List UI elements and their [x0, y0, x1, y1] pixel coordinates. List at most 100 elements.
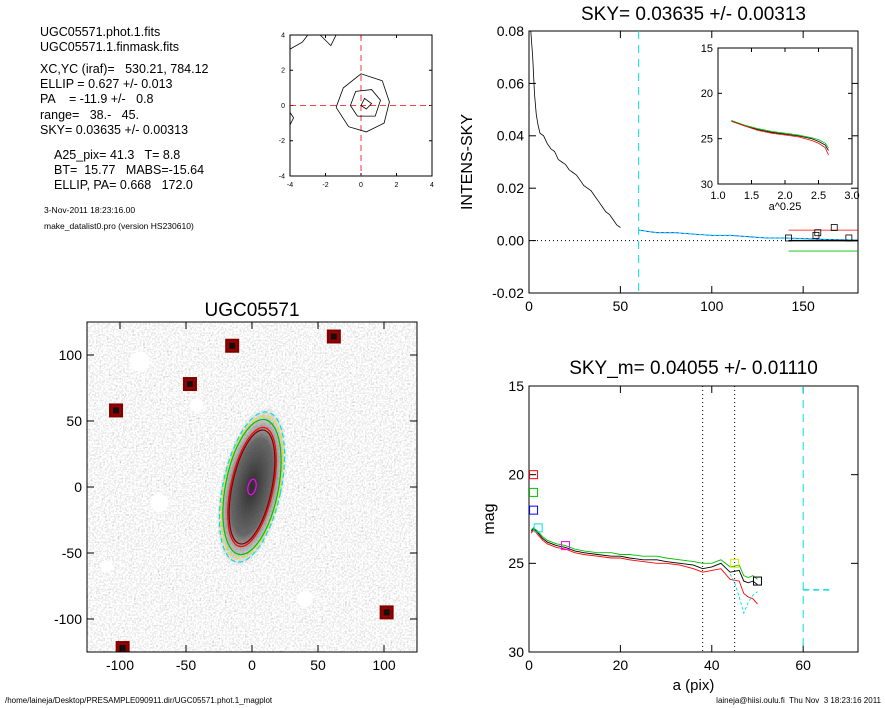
image-title: UGC05571 — [204, 300, 299, 321]
intens-xtick-label: 100 — [700, 298, 724, 314]
ellipticity: ELLIP = 0.627 +/- 0.013 — [40, 77, 173, 91]
mag-xlabel: a (pix) — [673, 677, 715, 694]
mag-square-magenta — [561, 541, 571, 551]
intens-xtick-label: 150 — [791, 298, 815, 314]
masked-star-hole — [100, 560, 113, 573]
image-ytick-label: -100 — [54, 611, 82, 627]
inset-background — [718, 48, 852, 184]
intens-xtick-label: 50 — [613, 298, 629, 314]
contour-ytick-label: -2 — [279, 138, 285, 145]
contour-xtick-label: 2 — [395, 182, 399, 189]
contour-ytick-label: 0 — [281, 103, 285, 110]
mag-ytick-label: 15 — [508, 378, 524, 394]
masked-star-hole — [129, 351, 150, 372]
isophote-ellipse-green — [222, 418, 282, 556]
masked-star-hole — [150, 493, 169, 512]
masked-star-core — [119, 645, 126, 652]
image-xtick-label: -50 — [176, 657, 196, 673]
masked-star-core — [229, 342, 236, 349]
image-xtick-label: 50 — [310, 657, 326, 673]
contour-line — [289, 112, 295, 126]
contour-line — [350, 89, 381, 117]
mag-square-yellow — [730, 558, 740, 568]
intens-frame — [528, 30, 859, 294]
contour-line — [319, 34, 337, 47]
image-ytick-label: 50 — [66, 413, 82, 429]
image-ytick-label: -50 — [62, 545, 82, 561]
mag-xtick-label: 60 — [795, 657, 811, 673]
inset-ytick-label: 25 — [701, 134, 713, 146]
footer-user-date: laineja@hiisi.oulu.fi Thu Nov 3 18:23:16… — [716, 696, 881, 705]
mag-ytick-label: 25 — [508, 555, 524, 571]
intens-ytick-label: 0.04 — [497, 128, 524, 144]
inset-series-black — [731, 120, 829, 151]
intens-sky-profile-cyan — [638, 229, 859, 241]
isophote-ellipse-yellow — [220, 415, 284, 559]
mag-ylabel: mag — [481, 503, 498, 534]
contour-line — [360, 97, 373, 110]
contour-xtick-label: 0 — [359, 182, 363, 189]
mag-series-black — [530, 527, 758, 585]
contour-ytick-label: 4 — [281, 32, 285, 39]
mag-square-blue — [529, 505, 539, 515]
masked-star-core — [383, 609, 390, 616]
program-version: make_datalist0.pro (version HS230610) — [44, 221, 194, 231]
inset-xtick-label: 2.5 — [811, 190, 826, 202]
inset-xtick-label: 1.5 — [744, 190, 759, 202]
masked-star-core — [186, 381, 193, 388]
intens-square-marker — [845, 234, 853, 242]
intens-xtick-label: 0 — [525, 298, 533, 314]
inset-xlabel: a^0.25 — [769, 201, 802, 213]
masked-star-core — [113, 407, 120, 414]
contour-line — [335, 73, 390, 133]
center-coordinates: XC,YC (iraf)= 530.21, 784.12 — [40, 62, 209, 76]
isophote-ellipse-maroon — [228, 429, 276, 545]
position-angle: PA = -11.9 +/- 0.8 — [40, 92, 154, 106]
masked-star-hole — [296, 591, 313, 608]
mag-series-cyan — [729, 573, 758, 615]
intens-ytick-label: 0.02 — [497, 180, 524, 196]
bt-info: BT= 15.77 MABS=-15.64 — [54, 163, 205, 177]
mask-file-name: UGC05571.1.finmask.fits — [40, 40, 179, 54]
intens-profile-line — [530, 30, 621, 228]
footer-path: /home/laineja/Desktop/PRESAMPLE090911.di… — [5, 696, 273, 705]
intens-square-marker — [785, 234, 792, 242]
mag-ytick-label: 30 — [508, 644, 524, 660]
contour-ytick-label: -4 — [279, 173, 285, 180]
image-area — [87, 322, 417, 652]
contour-xtick-label: 4 — [430, 182, 434, 189]
fits-file-name: UGC05571.phot.1.fits — [40, 25, 161, 39]
image-ytick-label: 100 — [59, 347, 83, 363]
masked-star-hole — [189, 398, 204, 413]
contour-ytick-label: 2 — [281, 68, 285, 75]
mag-series-green — [531, 527, 758, 580]
masked-star-core — [330, 333, 337, 340]
inset-series-green — [731, 120, 829, 148]
intens-ytick-label: 0.00 — [497, 233, 524, 249]
inset-ytick-label: 30 — [701, 179, 713, 191]
info-panel: UGC05571.phot.1.fits UGC05571.1.finmask.… — [0, 0, 280, 240]
inset-xtick-label: 1.0 — [710, 190, 725, 202]
isophote-ellipse-red — [227, 426, 277, 548]
fit-range: range= 38.- 45. — [40, 108, 140, 122]
image-xtick-label: 100 — [372, 657, 396, 673]
image-xtick-label: 0 — [248, 657, 256, 673]
intens-square-marker — [830, 224, 838, 231]
timestamp: 3-Nov-2011 18:23:16.00 — [44, 205, 136, 215]
inset-xtick-label: 2.0 — [777, 190, 792, 202]
inset-xtick-label: 3.0 — [844, 190, 859, 202]
contour-xtick-label: -4 — [287, 182, 293, 189]
intens-square-marker — [814, 229, 822, 237]
mag-square-green — [529, 487, 539, 497]
isophote-ellipse-magenta — [247, 478, 257, 496]
outer-ellip-pa: ELLIP, PA= 0.668 172.0 — [54, 178, 193, 192]
mag-series-red — [530, 528, 758, 605]
image-xtick-label: -100 — [106, 657, 134, 673]
contour-line — [289, 34, 309, 50]
inset-ytick-label: 20 — [701, 88, 713, 100]
isophote-ellipse-cyan — [218, 411, 286, 563]
intens-ylabel: INTENS-SKY — [459, 114, 476, 210]
mag-title: SKY_m= 0.04055 +/- 0.01110 — [569, 358, 818, 379]
inset-series-red — [731, 121, 829, 156]
